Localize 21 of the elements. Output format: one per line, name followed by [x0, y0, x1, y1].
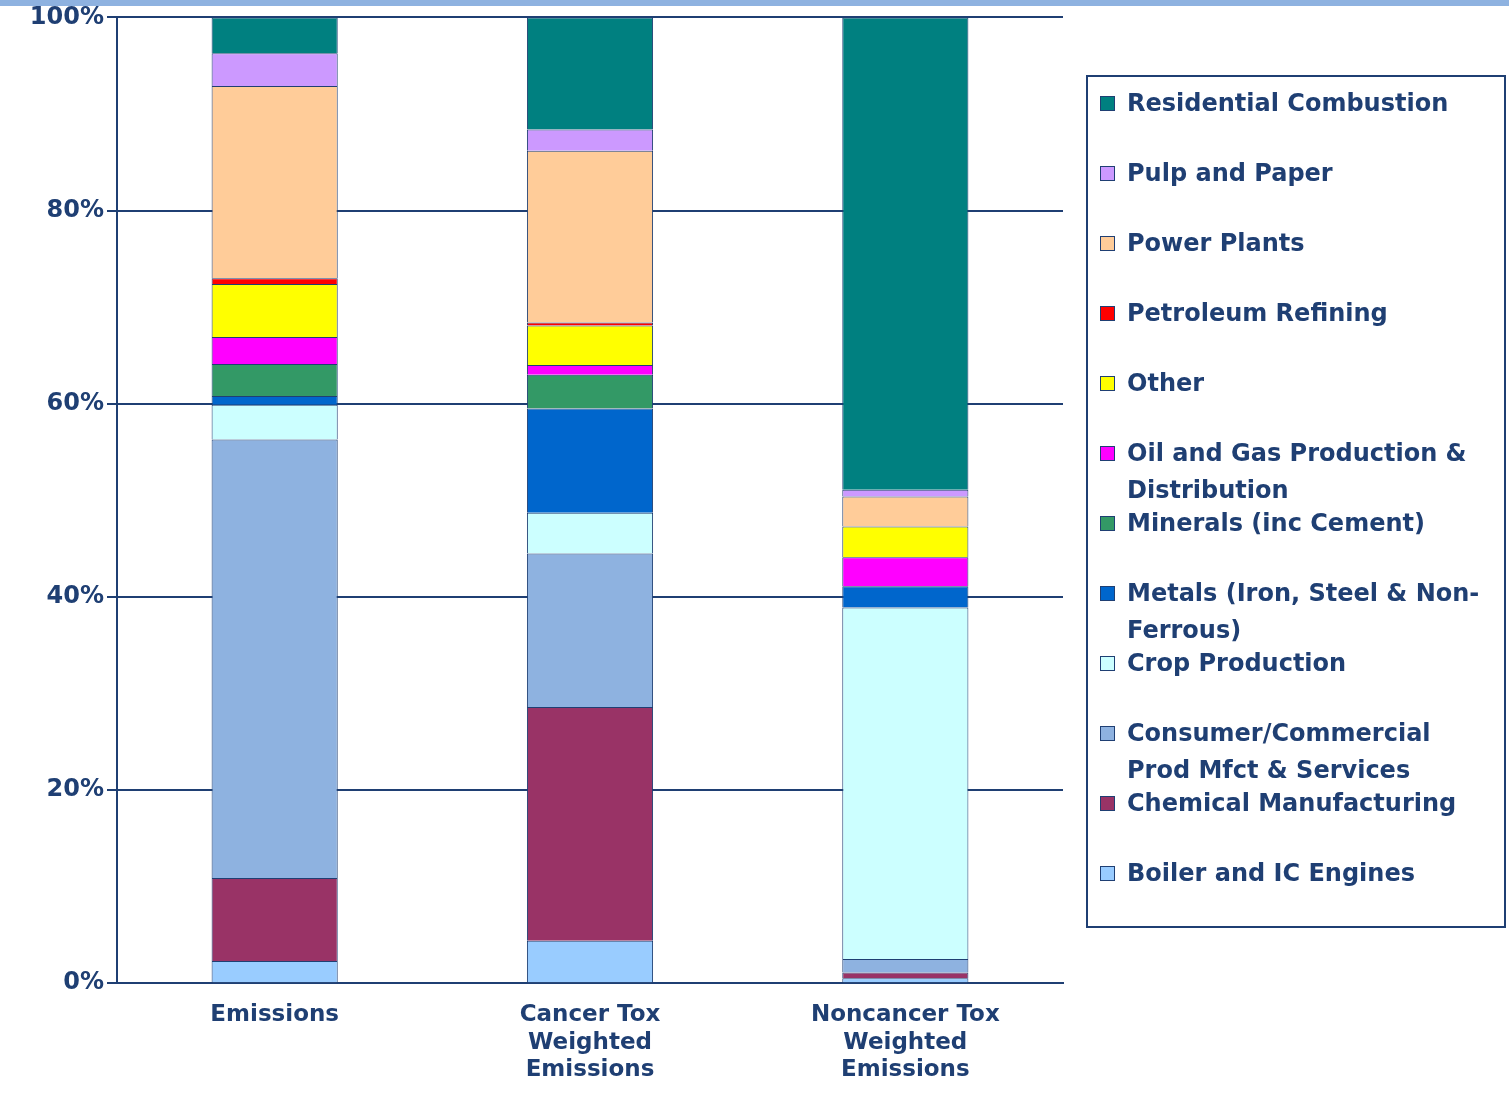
legend-label: Crop Production — [1127, 648, 1347, 679]
legend-label: Metals (Iron, Steel & Non-Ferrous) — [1127, 578, 1481, 646]
y-tick-label: 40% — [46, 581, 104, 610]
x-tick-label: Emissions — [210, 999, 340, 1026]
legend-label: Boiler and IC Engines — [1127, 858, 1415, 889]
legend-label: Petroleum Refining — [1127, 298, 1388, 329]
legend-label: Pulp and Paper — [1127, 158, 1333, 189]
legend-label: Power Plants — [1127, 228, 1305, 259]
legend-label: Chemical Manufacturing — [1127, 788, 1457, 819]
y-tick-label: 60% — [46, 387, 104, 416]
y-tick-label: 100% — [29, 1, 104, 30]
legend-label: Residential Combustion — [1127, 88, 1449, 119]
legend-label: Minerals (inc Cement) — [1127, 508, 1425, 539]
legend-label: Oil and Gas Production & Distribution — [1127, 438, 1468, 506]
y-tick-label: 20% — [46, 774, 104, 803]
x-tick-label: Noncancer Tox Weighted Emissions — [810, 999, 1000, 1082]
legend-label: Other — [1127, 368, 1205, 399]
x-tick-label: Cancer Tox Weighted Emissions — [519, 999, 661, 1082]
legend-label: Consumer/Commercial Prod Mfct & Services — [1127, 718, 1432, 786]
y-tick-label: 80% — [46, 194, 104, 223]
y-tick-label: 0% — [63, 967, 104, 996]
